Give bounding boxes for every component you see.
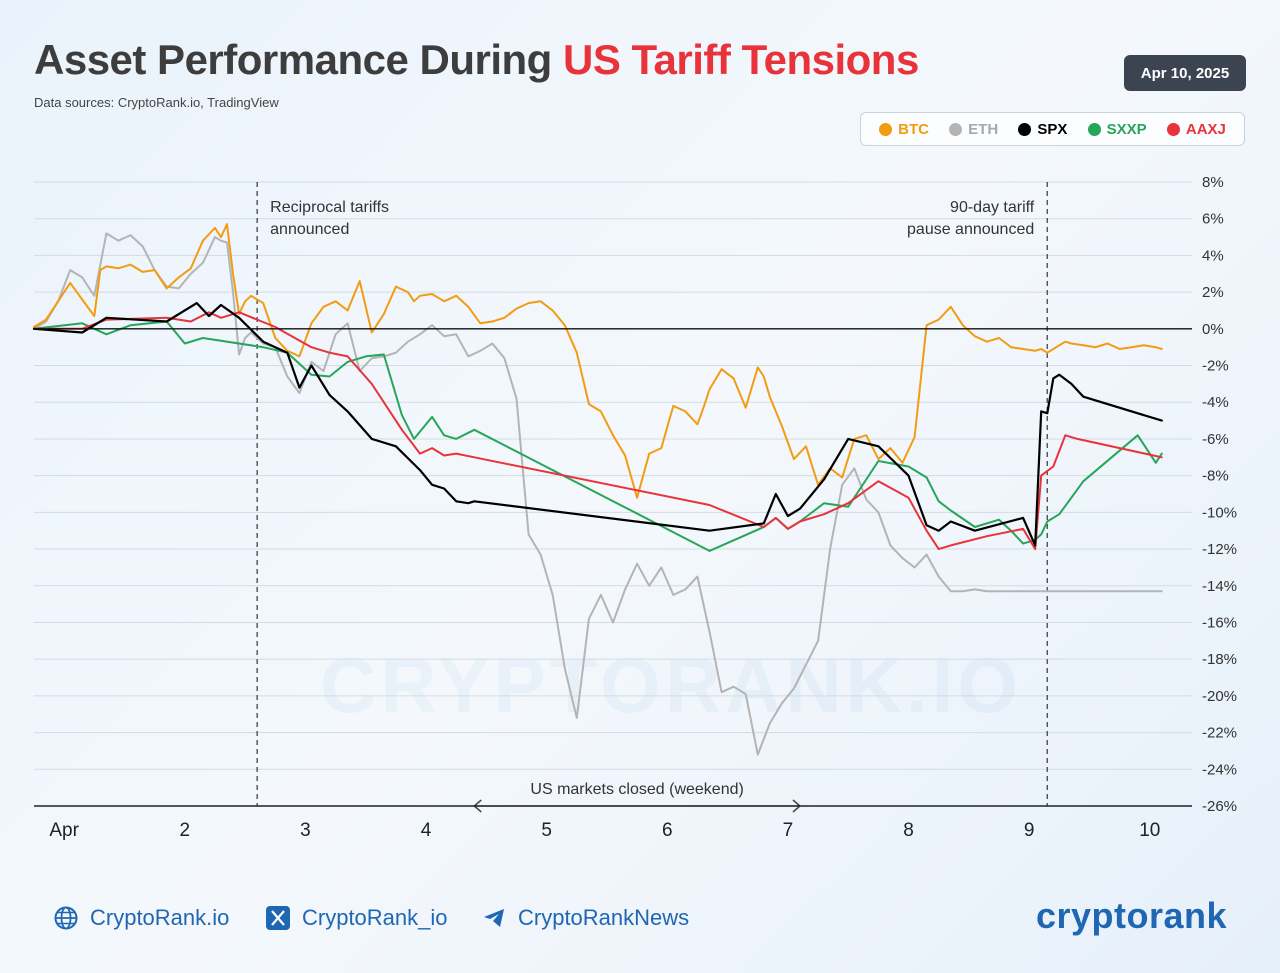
y-tick-label: 8% [1202,174,1224,191]
watermark: CRYPTORANK.IO [320,641,1023,729]
y-tick-label: -2% [1202,358,1229,375]
legend-dot-aaxj [1166,122,1180,136]
axis-layer: 8% 6% 4% 2% 0% -2% -4% -6% -8% -10% -12% -14% -16% -1… [34,174,1237,841]
legend-label-eth: ETH [968,120,999,138]
y-tick-label: 2% [1202,284,1224,301]
telegram-label: CryptoRankNews [518,905,690,930]
legend-item-btc[interactable]: BTC [879,121,929,138]
x-link[interactable]: CryptoRank_io [266,905,448,931]
y-tick-label: -4% [1202,394,1229,411]
legend-item-eth[interactable]: ETH [949,121,998,138]
x-tick-label: 4 [421,820,432,841]
legend-label-aaxj: AAXJ [1185,120,1226,138]
legend-dot-eth [949,122,963,136]
legend-label-sxxp: SXXP [1106,120,1147,138]
y-tick-label: -12% [1202,541,1237,558]
globe-icon [54,906,78,930]
footer: CryptoRank.io CryptoRank_io CryptoRankNe… [0,895,1280,943]
y-tick-label: -8% [1202,468,1229,485]
legend-item-sxxp[interactable]: SXXP [1087,120,1147,138]
weekend-label: US markets closed (weekend) [530,781,743,798]
title-highlight: US Tariff Tensions [563,36,919,83]
grid-layer [34,181,1192,770]
x-tick-label: 2 [179,820,190,841]
y-tick-label: -10% [1202,504,1237,521]
page-title: Asset Performance During US Tariff Tensi… [34,36,919,84]
legend-item-aaxj[interactable]: AAXJ [1166,120,1226,138]
event-label: pause announced [907,221,1034,238]
legend-dot-sxxp [1087,122,1101,136]
y-tick-label: 4% [1202,247,1224,264]
y-tick-label: 0% [1202,321,1224,338]
line-chart: Reciprocal tariffs announced 90-day tariff… [32,174,1237,841]
brand-logo: cryptorank [1036,895,1228,936]
series-line-aaxj [33,311,1163,551]
x-tick-label: 3 [300,820,311,841]
series-layer [32,223,1163,756]
series-line-btc [33,223,1163,499]
y-tick-label: -20% [1202,688,1237,705]
x-tick-label: 8 [903,820,914,841]
telegram-icon [484,909,504,927]
x-handle-label: CryptoRank_io [302,905,448,930]
chart-legend: BTC ETH SPX SXXP AAXJ [860,112,1245,146]
x-tick-label: 6 [662,820,673,841]
event-label: 90-day tariff [950,199,1035,216]
legend-label-btc: BTC [898,120,929,138]
legend-dot-btc [879,122,893,136]
event-label: announced [270,221,349,238]
y-tick-label: -26% [1202,798,1237,815]
y-tick-label: -22% [1202,725,1237,742]
y-tick-label: -18% [1202,651,1237,668]
date-badge: Apr 10, 2025 [1124,55,1246,91]
y-tick-label: -16% [1202,614,1237,631]
y-tick-label: -14% [1202,578,1237,595]
y-tick-label: 6% [1202,211,1224,228]
event-label: Reciprocal tariffs [270,199,389,216]
legend-label-spx: SPX [1037,120,1068,138]
series-line-eth [33,232,1163,756]
legend-dot-spx [1018,122,1032,136]
y-tick-label: -6% [1202,431,1229,448]
x-tick-label: 10 [1139,820,1160,841]
legend-item-spx[interactable]: SPX [1018,121,1067,138]
x-tick-label: 7 [783,820,794,841]
data-sources: Data sources: CryptoRank.io, TradingView [34,95,279,110]
title-main: Asset Performance During [34,36,563,83]
x-tick-label: 5 [541,820,552,841]
x-tick-label: Apr [49,820,79,841]
telegram-link[interactable]: CryptoRankNews [482,905,689,931]
y-tick-label: -24% [1202,761,1237,778]
x-tick-label: 9 [1024,820,1035,841]
website-link[interactable]: CryptoRank.io [54,905,229,931]
website-label: CryptoRank.io [90,905,230,930]
annotation-layer: Reciprocal tariffs announced 90-day tariff… [256,182,1048,813]
x-logo-icon [266,906,290,930]
series-line-spx [32,302,1163,547]
